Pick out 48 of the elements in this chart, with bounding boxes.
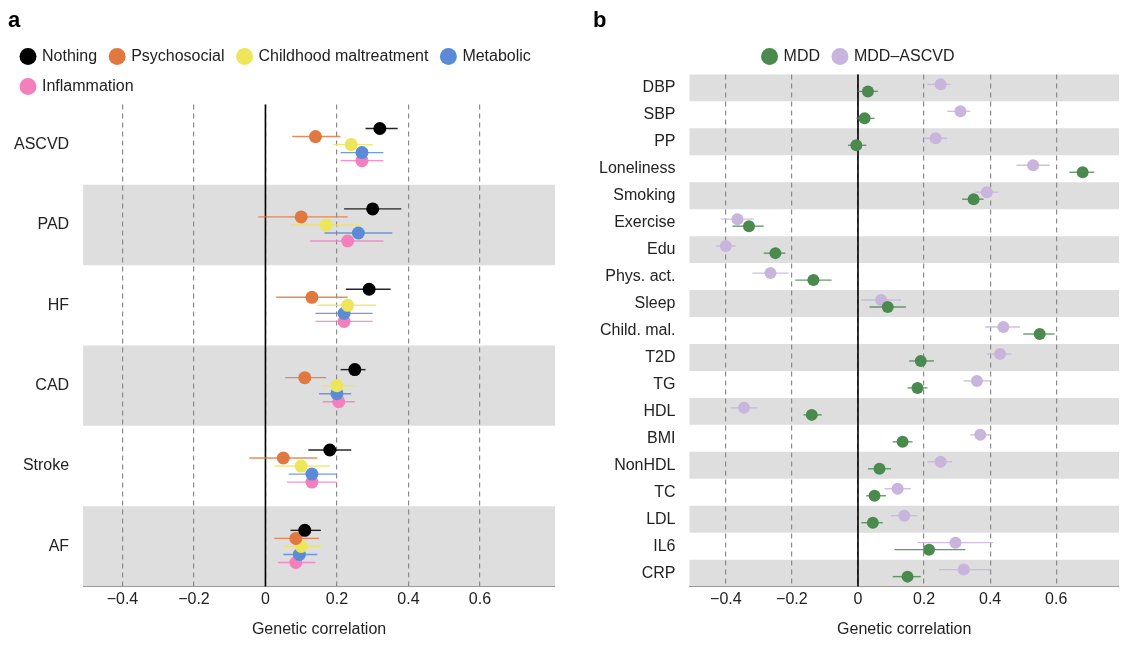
x-tick-label: −0.4: [106, 589, 139, 607]
legend-label: Inflammation: [42, 76, 134, 94]
y-tick-label: BMI: [647, 428, 676, 446]
legend-label: MDD–ASCVD: [853, 46, 955, 64]
x-tick-label: 0.4: [397, 589, 420, 607]
y-tick-label: HF: [47, 295, 70, 313]
y-tick-label: CRP: [641, 563, 676, 581]
y-tick-label: Child. mal.: [599, 320, 676, 338]
y-tick-label: Stroke: [22, 456, 70, 474]
y-tick-label: Edu: [647, 240, 676, 258]
x-tick-label: −0.4: [710, 589, 742, 607]
y-tick-label: PAD: [37, 215, 70, 233]
x-tick-label: 0.2: [912, 589, 936, 607]
y-tick-label: Exercise: [614, 213, 676, 231]
y-tick-label: TG: [653, 374, 676, 392]
y-tick-label: NonHDL: [614, 455, 676, 473]
chart-title: a: [8, 7, 21, 33]
x-tick-label: 0: [853, 589, 863, 607]
y-tick-label: Sleep: [634, 293, 676, 311]
x-tick-label: 0.6: [468, 589, 492, 607]
legend-label: Psychosocial: [131, 46, 225, 64]
y-tick-label: Loneliness: [599, 159, 676, 177]
y-tick-label: IL6: [653, 536, 676, 554]
y-tick-label: Phys. act.: [605, 266, 676, 284]
legend-label: Nothing: [42, 46, 98, 64]
x-tick-label: 0.2: [325, 589, 349, 607]
legend-label: MDD: [783, 46, 820, 64]
x-axis-title: Genetic correlation: [251, 619, 387, 637]
legend-label: Childhood maltreatment: [258, 46, 429, 64]
chart-title: b: [593, 7, 607, 33]
x-tick-label: −0.2: [178, 589, 210, 607]
y-tick-label: ASCVD: [14, 134, 70, 152]
y-tick-label: T2D: [645, 347, 676, 365]
y-tick-label: SBP: [643, 105, 676, 123]
y-tick-label: LDL: [646, 509, 676, 527]
y-tick-label: CAD: [35, 376, 70, 394]
x-tick-label: 0.6: [1045, 589, 1068, 607]
legend-label: Metabolic: [462, 46, 531, 64]
x-tick-label: 0: [260, 589, 270, 607]
y-tick-label: DBP: [642, 78, 676, 96]
y-tick-label: TC: [654, 482, 676, 500]
y-tick-label: Smoking: [613, 186, 676, 204]
x-axis-title: Genetic correlation: [837, 619, 972, 637]
y-tick-label: AF: [48, 536, 70, 554]
x-tick-label: −0.2: [776, 589, 808, 607]
y-tick-label: HDL: [643, 401, 676, 419]
x-tick-label: 0.4: [979, 589, 1002, 607]
y-tick-label: PP: [654, 132, 676, 150]
